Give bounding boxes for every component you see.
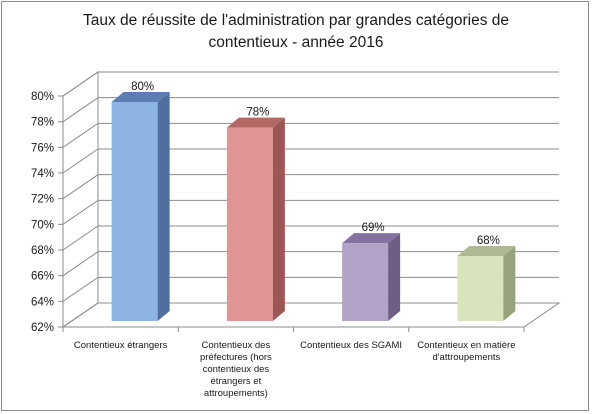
gridline [62, 276, 559, 302]
y-tick-label: 74% [31, 168, 54, 180]
y-axis-ticks: 62% 64% 66% 68% 70% 72% 74% 76% 78% 80% [31, 91, 63, 334]
x-category-label-line: Contentieux en matière [417, 340, 515, 351]
value-label: 80% [131, 81, 154, 93]
x-category-label-line: attroupements) [204, 388, 268, 399]
x-category-label-line: étrangers et [211, 376, 262, 387]
gridline [62, 148, 559, 174]
gridline [62, 251, 559, 277]
bar-top [342, 233, 401, 244]
x-category-label-line: Contentieux des SGAMI [300, 340, 402, 351]
bar-top [111, 92, 170, 102]
y-tick-label: 66% [31, 271, 54, 283]
x-category-label-line: d'attroupements [432, 352, 500, 363]
bar [226, 117, 285, 322]
bars [111, 92, 516, 322]
bar-top [226, 117, 285, 128]
y-tick-label: 70% [31, 219, 54, 231]
bar-side [272, 117, 285, 322]
value-label: 69% [362, 222, 385, 234]
x-category-label: Contentieux en matière d'attroupements [417, 340, 515, 363]
x-category-label-line: Contentieux étrangers [74, 340, 168, 351]
bar [342, 233, 401, 321]
y-tick-label: 62% [31, 322, 54, 334]
x-category-label-line: préfectures (hors [200, 352, 272, 363]
y-tick-label: 76% [31, 142, 54, 154]
bar-front [111, 102, 158, 321]
bar-front [226, 127, 273, 322]
bar-front [457, 256, 504, 321]
gridline [62, 97, 559, 123]
chart-title: Taux de réussite de l'administration par… [0, 10, 592, 54]
gridline [62, 174, 559, 200]
bar-top [457, 246, 516, 256]
bar-side [503, 246, 516, 321]
bar [111, 92, 170, 321]
gridline [62, 225, 559, 251]
x-category-label-line: Contentieux des [202, 340, 271, 351]
x-axis-labels: Contentieux étrangers Contentieux des préf… [62, 327, 525, 399]
y-tick-label: 80% [31, 91, 54, 103]
bar [457, 246, 516, 321]
gridline [62, 71, 559, 97]
value-label: 68% [477, 235, 500, 247]
value-label: 78% [246, 107, 269, 119]
bar-side [157, 92, 170, 321]
x-category-label-line: contentieux des [203, 364, 270, 375]
gridline [62, 302, 559, 328]
x-category-label: Contentieux étrangers [74, 340, 168, 351]
x-category-label: Contentieux des SGAMI [300, 340, 402, 351]
x-category-label: Contentieux des préfectures (hors contenti… [200, 340, 272, 399]
y-tick-label: 72% [31, 194, 54, 206]
chart-title-line-1: Taux de réussite de l'administration par… [82, 12, 509, 29]
gridline [62, 122, 559, 148]
bar-side [388, 233, 401, 321]
y-tick-label: 78% [31, 117, 54, 129]
bar-front [342, 243, 389, 321]
gridline [62, 199, 559, 225]
chart-title-line-2: contentieux - année 2016 [208, 34, 384, 51]
value-labels: 80% 78% 69% 68% [131, 81, 500, 247]
gridlines [62, 71, 559, 328]
y-tick-label: 64% [31, 296, 54, 308]
y-tick-label: 68% [31, 245, 54, 257]
